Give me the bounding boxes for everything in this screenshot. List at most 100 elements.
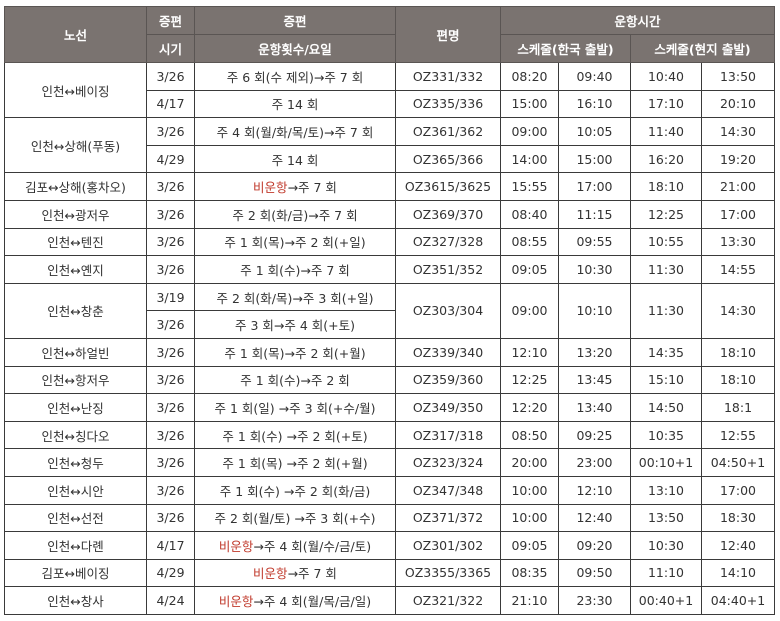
- korea-depart-cell: 21:10: [500, 586, 559, 615]
- freq-cell: 비운항→주 7 회: [194, 172, 396, 201]
- date-cell: 3/19: [146, 282, 195, 312]
- route-cell: 인천↔청두: [4, 448, 147, 477]
- korea-arrive-cell: 13:45: [558, 365, 631, 395]
- local-depart-cell: 13:50: [630, 503, 702, 533]
- route-cell: 인천↔하얼빈: [4, 337, 147, 367]
- freq-text: 주 1 회(수) →주 2 회(화/금): [219, 483, 371, 499]
- korea-depart-cell: 08:50: [500, 420, 559, 450]
- local-depart-cell: 11:10: [630, 558, 702, 588]
- route-cell: 김포↔베이징: [4, 558, 147, 588]
- local-depart-cell: 11:30: [630, 255, 702, 284]
- freq-cell: 주 2 회(화/목)→주 3 회(+일): [194, 282, 396, 312]
- table-row: 인천↔난징 3/26 주 1 회(일) →주 3 회(+수/월) OZ349/3…: [4, 393, 776, 422]
- flight-cell: OZ327/328: [395, 227, 501, 257]
- table-row: 인천↔옌지 3/26 주 1 회(수)→주 7 회 OZ351/352 09:0…: [4, 255, 776, 284]
- korea-arrive-cell: 09:40: [558, 62, 631, 91]
- freq-text: 주 4 회(월/화/목/토)→주 7 회: [216, 124, 374, 140]
- local-depart-cell: 16:20: [630, 144, 702, 174]
- flight-cell: OZ301/302: [395, 531, 501, 560]
- header-date-line2: 시기: [146, 34, 195, 63]
- date-cell: 3/26: [146, 199, 195, 229]
- freq-cell: 주 1 회(수)→주 2 회: [194, 365, 396, 395]
- freq-cell: 주 1 회(목)→주 2 회(+일): [194, 227, 396, 257]
- korea-depart-cell: 09:00: [500, 117, 559, 146]
- korea-arrive-cell: 12:40: [558, 503, 631, 533]
- freq-text: 주 1 회(수)→주 7 회: [240, 262, 350, 278]
- korea-arrive-cell: 11:15: [558, 199, 631, 229]
- table-row: 김포↔상해(홍차오) 3/26 비운항→주 7 회 OZ3615/3625 15…: [4, 172, 776, 201]
- flight-cell: OZ365/366: [395, 144, 501, 174]
- date-cell: 3/26: [146, 337, 195, 367]
- korea-arrive-cell: 15:00: [558, 144, 631, 174]
- freq-cell: 비운항→주 7 회: [194, 558, 396, 588]
- korea-arrive-cell: 23:00: [558, 448, 631, 477]
- table-row: 인천↔항저우 3/26 주 1 회(수)→주 2 회 OZ359/360 12:…: [4, 365, 776, 395]
- local-arrive-cell: 18:10: [700, 365, 776, 395]
- freq-cell: 비운항→주 4 회(월/목/금/일): [194, 586, 396, 615]
- header-time-group: 운항시간: [499, 6, 776, 35]
- route-cell: 인천↔다롄: [4, 531, 147, 560]
- date-cell: 3/26: [146, 475, 195, 505]
- table-row: 인천↔상해(푸동) 3/26 주 4 회(월/화/목/토)→주 7 회 OZ36…: [4, 117, 776, 174]
- local-arrive-cell: 18:1: [700, 393, 776, 422]
- freq-cell: 주 6 회(수 제외)→주 7 회: [194, 62, 396, 91]
- date-cell: 3/26: [146, 255, 195, 284]
- flight-cell: OZ369/370: [395, 199, 501, 229]
- local-arrive-cell: 12:55: [700, 420, 776, 450]
- flight-cell: OZ317/318: [395, 420, 501, 450]
- local-arrive-cell: 21:00: [700, 172, 776, 201]
- header-schedule-korea: 스케줄(한국 출발): [500, 34, 631, 63]
- freq-text: 주 1 회(목)→주 2 회(+월): [224, 345, 366, 361]
- local-arrive-cell: 17:00: [700, 199, 776, 229]
- table-row: 3/26 주 3 회→주 4 회(+토): [5, 310, 775, 339]
- korea-arrive-cell: 09:20: [558, 531, 631, 560]
- flight-cell: OZ361/362: [395, 117, 501, 146]
- freq-cell: 주 2 회(화/금)→주 7 회: [194, 199, 396, 229]
- freq-cell: 주 1 회(일) →주 3 회(+수/월): [194, 393, 396, 422]
- freq-text: →주 4 회(월/목/금/일): [253, 594, 372, 610]
- local-depart-cell: 12:25: [630, 199, 702, 229]
- korea-depart-cell: 08:55: [500, 227, 559, 257]
- route-cell: 인천↔창사: [4, 586, 147, 615]
- flight-cell: OZ3615/3625: [395, 172, 501, 201]
- korea-depart-cell: 09:05: [500, 531, 559, 560]
- freq-cell: 주 3 회→주 4 회(+토): [194, 310, 396, 339]
- local-arrive-cell: 13:50: [700, 62, 776, 91]
- date-cell: 4/29: [146, 558, 195, 588]
- date-cell: 4/17: [146, 89, 195, 119]
- table-row: 인천↔창사 4/24 비운항→주 4 회(월/목/금/일) OZ321/322 …: [4, 586, 776, 615]
- korea-arrive-cell: 13:40: [558, 393, 631, 422]
- local-arrive-cell: 14:10: [700, 558, 776, 588]
- flight-cell: OZ359/360: [395, 365, 501, 395]
- korea-arrive-cell: 23:30: [558, 586, 631, 615]
- korea-arrive-cell: 17:00: [558, 172, 631, 201]
- table-row: 인천↔광저우 3/26 주 2 회(화/금)→주 7 회 OZ369/370 0…: [4, 199, 776, 229]
- table-row: 4/17 주 14 회 OZ335/336 15:00 16:10 17:10 …: [5, 89, 776, 119]
- date-cell: 3/26: [146, 420, 195, 450]
- local-depart-cell: 00:40+1: [630, 586, 702, 615]
- route-cell: 인천↔난징: [4, 393, 147, 422]
- freq-cell: 주 14 회: [194, 144, 396, 174]
- korea-depart-cell: 10:00: [500, 475, 559, 505]
- korea-depart-cell: 08:35: [500, 558, 559, 588]
- flight-cell: OZ349/350: [395, 393, 501, 422]
- local-depart-cell: 13:10: [630, 475, 702, 505]
- table-row: 인천↔창춘 3/19 주 2 회(화/목)→주 3 회(+일) OZ303/30…: [4, 282, 776, 339]
- local-depart-cell: 18:10: [630, 172, 702, 201]
- route-cell: 인천↔선전: [4, 503, 147, 533]
- date-cell: 3/26: [146, 393, 195, 422]
- local-depart-cell: 14:50: [630, 393, 702, 422]
- korea-arrive-cell: 12:10: [558, 475, 631, 505]
- freq-text: 주 2 회(화/금)→주 7 회: [232, 207, 358, 223]
- freq-text: 주 1 회(수) →주 2 회(+토): [222, 428, 368, 444]
- local-arrive-cell: 19:20: [700, 144, 776, 174]
- korea-depart-cell: 12:10: [500, 337, 559, 367]
- korea-depart-cell: 15:00: [500, 89, 559, 119]
- header-date-line1: 증편: [146, 6, 195, 35]
- korea-depart-cell: 12:20: [500, 393, 559, 422]
- korea-depart-cell: 10:00: [500, 503, 559, 533]
- local-arrive-cell: 18:10: [700, 337, 776, 367]
- route-cell: 인천↔창춘: [4, 282, 147, 339]
- local-depart-cell: 15:10: [630, 365, 702, 395]
- flight-schedule-table: 노선 증편 증편 편명 운항시간 시기 운항횟수/요일 스케줄(한국 출발) 스…: [4, 6, 776, 615]
